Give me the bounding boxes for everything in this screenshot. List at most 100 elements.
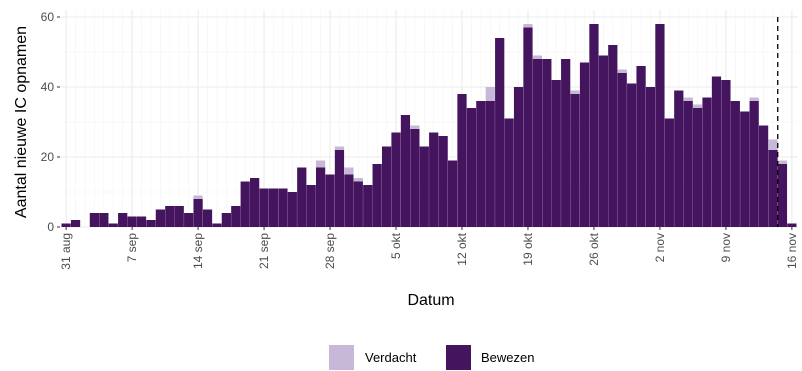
bar-bewezen-2020-09-26: [306, 185, 316, 227]
bar-bewezen-2020-09-19: [240, 181, 250, 227]
bar-bewezen-2020-09-18: [231, 206, 241, 227]
bar-bewezen-2020-11-11: [740, 111, 750, 227]
bar-bewezen-2020-10-11: [447, 160, 458, 227]
bar-bewezen-2020-10-04: [381, 146, 392, 227]
bar-bewezen-2020-10-26: [589, 24, 599, 227]
x-tick-label: 19 okt: [521, 232, 535, 265]
bar-bewezen-2020-10-27: [598, 55, 608, 227]
x-tick-label: 9 nov: [719, 233, 733, 262]
y-axis-title: Aantal nieuwe IC opnamen: [13, 26, 30, 218]
bar-bewezen-2020-09-25: [297, 167, 307, 227]
y-axis-ticks: 0 20 40 60: [41, 10, 60, 234]
bar-bewezen-2020-09-10: [155, 209, 165, 227]
bar-verdacht-2020-11-06: [693, 104, 703, 108]
legend: Verdacht Bewezen: [329, 345, 534, 370]
bar-bewezen-2020-10-08: [419, 146, 429, 227]
bar-bewezen-2020-11-05: [683, 101, 693, 227]
bar-bewezen-2020-11-08: [711, 76, 722, 227]
bar-bewezen-2020-11-15: [777, 164, 788, 227]
x-tick-label: 7 sep: [125, 233, 139, 263]
bar-bewezen-2020-09-13: [184, 213, 194, 227]
bar-bewezen-2020-10-30: [627, 83, 637, 227]
bar-bewezen-2020-10-18: [513, 87, 524, 227]
y-tick-label: 60: [41, 10, 55, 24]
bar-bewezen-2020-10-24: [570, 94, 580, 227]
bar-bewezen-2020-09-01: [70, 220, 81, 227]
bar-bewezen-2020-09-09: [146, 220, 156, 227]
bar-bewezen-2020-10-13: [466, 108, 477, 227]
bar-bewezen-2020-11-02: [655, 24, 665, 227]
bar-bewezen-2020-09-17: [221, 213, 231, 227]
x-tick-label: 2 nov: [653, 233, 667, 262]
legend-swatch-verdacht: [329, 345, 354, 370]
bar-bewezen-2020-09-06: [118, 213, 128, 227]
bar-bewezen-2020-08-31: [61, 223, 71, 227]
bar-bewezen-2020-10-19: [523, 27, 533, 227]
x-tick-label: 5 okt: [389, 232, 403, 259]
bar-bewezen-2020-09-22: [268, 188, 279, 227]
bar-verdacht-2020-10-20: [532, 55, 543, 59]
bar-bewezen-2020-11-01: [645, 87, 656, 227]
bar-bewezen-2020-09-27: [315, 167, 326, 227]
x-tick-label: 28 sep: [323, 233, 337, 269]
bar-bewezen-2020-11-13: [758, 125, 769, 227]
bar-verdacht-2020-09-30: [344, 167, 354, 175]
y-tick-label: 0: [47, 220, 54, 234]
bar-bewezen-2020-11-03: [664, 118, 674, 227]
bar-bewezen-2020-10-22: [551, 80, 561, 227]
bar-bewezen-2020-10-31: [636, 66, 646, 227]
bar-verdacht-2020-10-15: [485, 87, 495, 101]
bar-bewezen-2020-09-07: [127, 216, 137, 227]
bar-bewezen-2020-09-24: [287, 192, 297, 227]
bar-bewezen-2020-10-20: [532, 59, 543, 227]
x-tick-label: 31 aug: [59, 233, 73, 270]
bar-verdacht-2020-09-27: [315, 160, 326, 168]
legend-swatch-bewezen: [446, 345, 471, 370]
bar-bewezen-2020-10-25: [579, 62, 590, 227]
bar-bewezen-2020-10-28: [608, 45, 618, 227]
bar-bewezen-2020-09-23: [278, 188, 288, 227]
bar-bewezen-2020-09-16: [212, 223, 222, 227]
bar-bewezen-2020-11-10: [730, 101, 740, 227]
y-tick-label: 40: [41, 80, 55, 94]
bar-bewezen-2020-11-07: [702, 97, 712, 227]
bar-bewezen-2020-09-20: [250, 178, 260, 227]
bar-bewezen-2020-10-09: [429, 132, 439, 227]
bar-verdacht-2020-11-15: [777, 160, 788, 164]
y-tick-label: 20: [41, 150, 55, 164]
x-axis-title: Datum: [407, 292, 454, 309]
bar-bewezen-2020-09-28: [325, 174, 335, 227]
bar-bewezen-2020-11-12: [749, 101, 759, 227]
bar-bewezen-2020-09-14: [193, 199, 203, 227]
bar-bewezen-2020-10-21: [542, 59, 552, 227]
bar-verdacht-2020-10-24: [570, 90, 580, 94]
x-tick-label: 14 sep: [191, 233, 205, 269]
bar-verdacht-2020-10-01: [353, 178, 363, 182]
bar-verdacht-2020-09-29: [334, 146, 345, 150]
legend-label-bewezen: Bewezen: [481, 350, 534, 365]
bar-verdacht-2020-10-29: [617, 69, 627, 73]
bar-verdacht-2020-11-05: [683, 97, 693, 101]
legend-label-verdacht: Verdacht: [365, 350, 417, 365]
bar-verdacht-2020-09-14: [193, 195, 203, 199]
bar-bewezen-2020-11-04: [674, 90, 684, 227]
bar-bewezen-2020-09-21: [259, 188, 269, 227]
bar-bewezen-2020-10-05: [391, 132, 401, 227]
bar-verdacht-2020-11-12: [749, 97, 759, 101]
bar-verdacht-2020-10-07: [410, 125, 420, 129]
bar-bewezen-2020-10-06: [400, 115, 411, 227]
bar-bewezen-2020-09-12: [174, 206, 184, 227]
bar-bewezen-2020-10-29: [617, 73, 627, 227]
x-tick-label: 12 okt: [455, 232, 469, 265]
bar-bewezen-2020-09-03: [89, 213, 100, 227]
bar-bewezen-2020-10-23: [561, 59, 571, 227]
bar-bewezen-2020-11-06: [693, 108, 703, 227]
bar-bewezen-2020-10-17: [504, 118, 514, 227]
bars: [61, 24, 797, 227]
x-tick-label: 26 okt: [587, 232, 601, 265]
bar-bewezen-2020-10-10: [438, 136, 448, 227]
bar-bewezen-2020-10-15: [485, 101, 495, 227]
bar-bewezen-2020-10-01: [353, 181, 363, 227]
bar-bewezen-2020-11-16: [787, 223, 797, 227]
bar-bewezen-2020-09-30: [344, 174, 354, 227]
